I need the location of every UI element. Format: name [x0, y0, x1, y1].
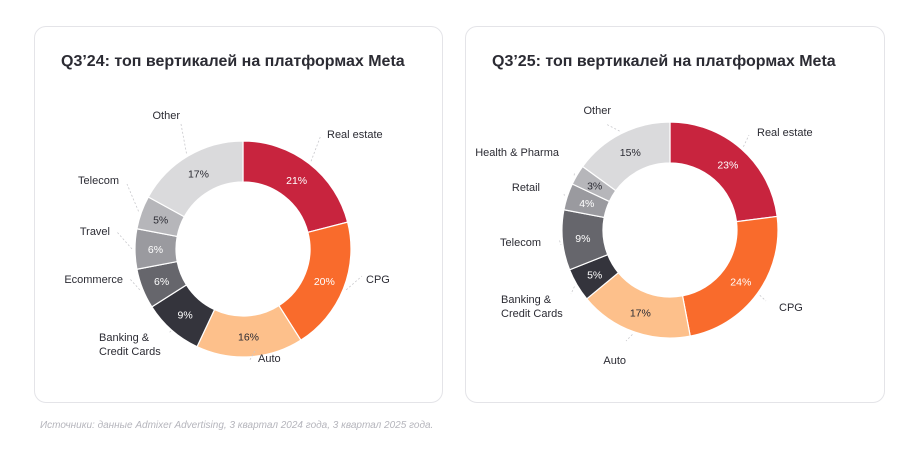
source-footnote: Источники: данные Admixer Advertising, 3…	[40, 420, 434, 431]
leader-line	[570, 286, 575, 295]
leader-line	[116, 231, 133, 250]
slice-percent-label: 17%	[188, 169, 209, 181]
slice-percent-label: 15%	[620, 147, 641, 159]
chart-title: Q3’24: топ вертикалей на платформах Meta	[61, 53, 405, 70]
leader-line	[605, 123, 620, 132]
chart-title: Q3’25: топ вертикалей на платформах Meta	[492, 53, 836, 70]
slice-category-label: Real estate	[327, 129, 383, 141]
slice-percent-label: 3%	[587, 180, 602, 192]
slice-percent-label: 24%	[730, 276, 751, 288]
slice-category-label: Telecom	[78, 175, 119, 187]
slice-category-label: Banking &	[501, 294, 552, 306]
leader-line	[559, 240, 562, 246]
slice-category-label: Credit Cards	[99, 346, 161, 358]
slice-percent-label: 6%	[154, 276, 169, 288]
leader-line	[169, 329, 173, 333]
slice-category-label: Travel	[80, 226, 110, 238]
slice-percent-label: 16%	[238, 331, 259, 343]
slice-percent-label: 9%	[178, 310, 193, 322]
slice-percent-label: 4%	[579, 198, 594, 210]
donut-slice-other	[147, 140, 244, 218]
slice-category-label: Other	[152, 110, 180, 122]
slice-category-label: Auto	[603, 355, 626, 367]
donut-chart-q3-2025: 23% Real estate 24% CPG 17% Auto 5% Banking & Cr…	[475, 105, 813, 367]
slice-category-label: Telecom	[500, 237, 541, 249]
slice-category-label: Real estate	[757, 127, 813, 139]
slice-category-label: CPG	[366, 274, 390, 286]
slice-percent-label: 21%	[286, 175, 307, 187]
donut-slice-other	[581, 121, 671, 192]
slice-category-label: Auto	[258, 353, 281, 365]
slice-category-label: Banking &	[99, 332, 150, 344]
slice-percent-label: 9%	[575, 233, 590, 245]
leader-line	[345, 275, 363, 291]
slice-percent-label: 5%	[587, 270, 602, 282]
leader-line	[625, 334, 633, 342]
slice-category-label: Retail	[512, 182, 540, 194]
slice-category-label: Ecommerce	[64, 274, 123, 286]
leader-line	[180, 123, 187, 154]
chart-card-q3-2024: Q3’24: топ вертикалей на платформах Meta…	[34, 26, 443, 403]
slice-percent-label: 17%	[630, 307, 651, 319]
leader-line	[759, 294, 767, 302]
slice-category-label: Other	[583, 105, 611, 117]
slice-percent-label: 5%	[153, 214, 168, 226]
slice-category-label: Credit Cards	[501, 308, 563, 320]
chart-card-q3-2025: Q3’25: топ вертикалей на платформах Meta…	[465, 26, 885, 403]
leader-line	[310, 134, 322, 162]
leader-line	[743, 134, 750, 147]
slice-category-label: Health & Pharma	[475, 147, 560, 159]
slice-percent-label: 23%	[717, 159, 738, 171]
leader-line	[129, 278, 141, 291]
leader-line	[126, 183, 139, 212]
donut-chart-q3-2024: 21% Real estate 20% CPG 16% Auto 9% Banking & Cr…	[64, 110, 390, 365]
slice-percent-label: 6%	[148, 244, 163, 256]
slice-category-label: CPG	[779, 302, 803, 314]
slice-percent-label: 20%	[314, 276, 335, 288]
